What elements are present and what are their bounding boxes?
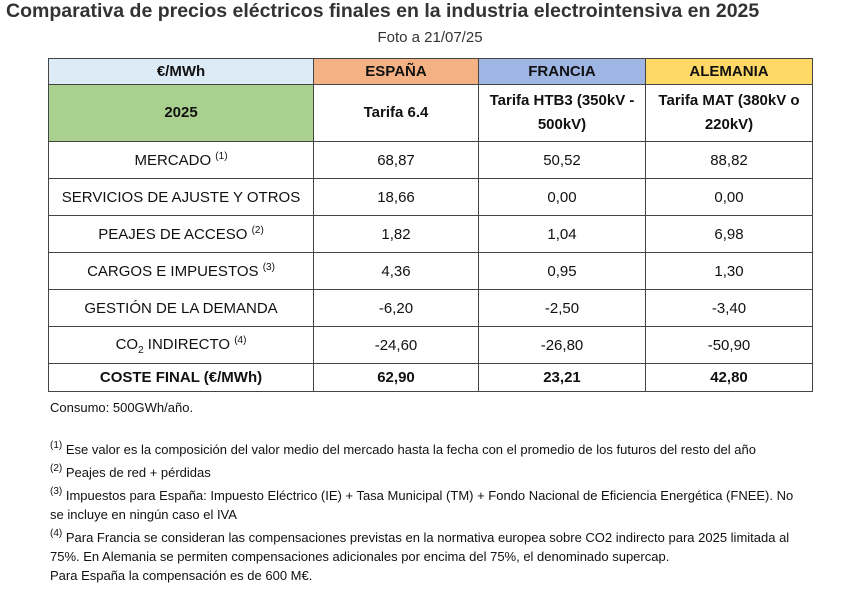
data-row: PEAJES DE ACCESO (2) 1,82 1,04 6,98 <box>48 215 813 253</box>
label-text: PEAJES DE ACCESO <box>98 226 248 243</box>
consumption: Consumo: 500GWh/año. <box>50 400 194 415</box>
subtitle: Foto a 21/07/25 <box>377 29 483 46</box>
label-text: SERVICIOS DE AJUSTE Y OTROS <box>61 188 301 206</box>
footnote-text: Impuestos para España: Impuesto Eléctric… <box>50 488 794 522</box>
row-label: GESTIÓN DE LA DEMANDA <box>48 289 314 327</box>
value-cell: 88,82 <box>645 141 813 179</box>
value-cell: -26,80 <box>478 326 646 364</box>
row-label: CARGOS E IMPUESTOS (3) <box>48 252 314 290</box>
value-cell: 62,90 <box>313 363 479 392</box>
value-cell: 1,82 <box>313 215 479 253</box>
label-text: GESTIÓN DE LA DEMANDA <box>84 299 278 317</box>
value-cell: 6,98 <box>645 215 813 253</box>
value-cell: 0,00 <box>478 178 646 216</box>
row-label: COSTE FINAL (€/MWh) <box>48 363 314 392</box>
subheader-row: 2025 Tarifa 6.4 Tarifa HTB3 (350kV - 500… <box>48 84 813 142</box>
note-mark: (3) <box>262 262 275 273</box>
label-text: INDIRECTO <box>147 335 231 353</box>
footnote-text: Ese valor es la composición del valor me… <box>65 442 756 457</box>
value-cell: 23,21 <box>478 363 646 392</box>
price-table: €/MWh ESPAÑA FRANCIA ALEMANIA 2025 Tarif… <box>48 58 813 392</box>
row-label: CO2 INDIRECTO (4) <box>48 326 314 364</box>
row-label: MERCADO (1) <box>48 141 314 179</box>
value-cell: 18,66 <box>313 178 479 216</box>
subheader-cell: 2025 <box>48 84 314 142</box>
subheader-cell: Tarifa MAT (380kV o 220kV) <box>645 84 813 142</box>
value-cell: 50,52 <box>478 141 646 179</box>
header-cell: FRANCIA <box>478 58 646 85</box>
value-cell: 42,80 <box>645 363 813 392</box>
value-cell: -6,20 <box>313 289 479 327</box>
data-row: GESTIÓN DE LA DEMANDA -6,20 -2,50 -3,40 <box>48 289 813 327</box>
data-row: CO2 INDIRECTO (4) -24,60 -26,80 -50,90 <box>48 326 813 364</box>
note-mark: (1) <box>215 151 228 162</box>
note-mark: (2) <box>251 225 264 236</box>
value-cell: -50,90 <box>645 326 813 364</box>
footnote: (2) Peajes de red + pérdidas <box>50 459 810 482</box>
subheader-cell: Tarifa 6.4 <box>313 84 479 142</box>
footnote-mark: (2) <box>50 463 63 474</box>
label-subscript: 2 <box>138 344 144 356</box>
label-text: CO <box>115 335 139 353</box>
data-row: SERVICIOS DE AJUSTE Y OTROS 18,66 0,00 0,00 <box>48 178 813 216</box>
footnote-mark: (4) <box>50 528 63 539</box>
header-cell: €/MWh <box>48 58 314 85</box>
value-cell: 0,95 <box>478 252 646 290</box>
value-cell: 1,04 <box>478 215 646 253</box>
footnotes: (1) Ese valor es la composición del valo… <box>50 436 810 585</box>
footnote: (1) Ese valor es la composición del valo… <box>50 436 810 459</box>
footnote-mark: (3) <box>50 486 63 497</box>
header-cell: ALEMANIA <box>645 58 813 85</box>
value-cell: 4,36 <box>313 252 479 290</box>
value-cell: 0,00 <box>645 178 813 216</box>
value-cell: -24,60 <box>313 326 479 364</box>
value-cell: -2,50 <box>478 289 646 327</box>
data-row: CARGOS E IMPUESTOS (3) 4,36 0,95 1,30 <box>48 252 813 290</box>
row-label: PEAJES DE ACCESO (2) <box>48 215 314 253</box>
label-text: COSTE FINAL (€/MWh) <box>99 369 263 386</box>
header-row: €/MWh ESPAÑA FRANCIA ALEMANIA <box>48 58 813 85</box>
footnote-text: Para Francia se consideran las compensac… <box>50 530 790 564</box>
label-text: MERCADO <box>134 152 212 169</box>
data-row: MERCADO (1) 68,87 50,52 88,82 <box>48 141 813 179</box>
footnote-mark: (1) <box>50 440 63 451</box>
footnote-text: Para España la compensación es de 600 M€… <box>50 568 313 583</box>
footnote: (3) Impuestos para España: Impuesto Eléc… <box>50 482 810 524</box>
value-cell: -3,40 <box>645 289 813 327</box>
value-cell: 1,30 <box>645 252 813 290</box>
footnote-text: Peajes de red + pérdidas <box>65 465 211 480</box>
header-cell: ESPAÑA <box>313 58 479 85</box>
note-mark: (4) <box>234 334 247 346</box>
subheader-cell: Tarifa HTB3 (350kV - 500kV) <box>478 84 646 142</box>
data-row: COSTE FINAL (€/MWh) 62,90 23,21 42,80 <box>48 363 813 392</box>
footnote: (4) Para Francia se consideran las compe… <box>50 524 810 585</box>
value-cell: 68,87 <box>313 141 479 179</box>
title: Comparativa de precios eléctricos finale… <box>6 0 760 22</box>
row-label: SERVICIOS DE AJUSTE Y OTROS <box>48 178 314 216</box>
label-text: CARGOS E IMPUESTOS <box>87 263 259 280</box>
